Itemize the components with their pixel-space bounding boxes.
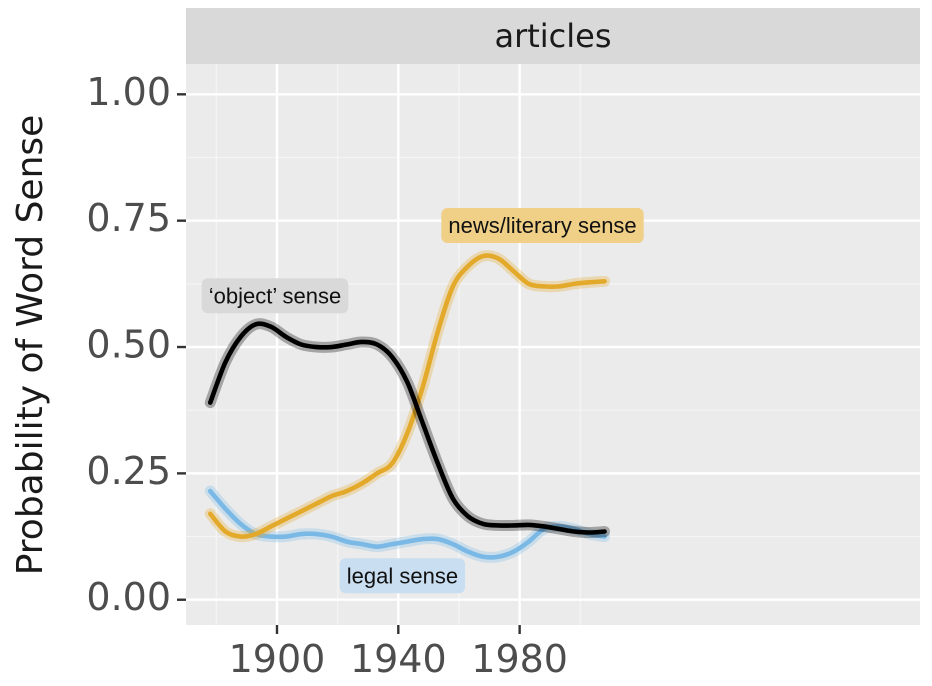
x-tick-label: 1940 (350, 637, 447, 681)
annotation-legal: legal sense (339, 558, 466, 594)
annotation-background (339, 558, 466, 594)
y-axis-title: Probability of Word Sense (10, 115, 51, 576)
x-tick-label: 1980 (471, 637, 568, 681)
y-tick-label: 0.75 (86, 196, 171, 240)
y-axis: 0.00 0.25 0.50 0.75 1.00 (86, 70, 186, 619)
series-lines (204, 250, 611, 563)
x-axis: 1900 1940 1980 (229, 625, 568, 681)
annotation-label: legal sense (347, 563, 458, 588)
annotation-news: news/literary sense (441, 208, 644, 244)
facet-strip-label: articles (494, 17, 611, 55)
gridlines (186, 64, 920, 625)
y-tick-label: 0.50 (86, 323, 171, 367)
series-line-object (207, 321, 607, 535)
y-tick-label: 0.00 (86, 575, 171, 619)
series-line-legal (207, 488, 607, 560)
y-tick-label: 0.25 (86, 449, 171, 493)
facet-strip-background (186, 8, 920, 64)
annotation-background (201, 278, 349, 314)
x-tick-label: 1900 (229, 637, 326, 681)
annotation-object: ‘object’ sense (201, 278, 349, 314)
annotation-background (441, 208, 644, 244)
annotation-label: news/literary sense (448, 213, 636, 238)
series-line-news (207, 253, 607, 539)
annotation-label: ‘object’ sense (209, 283, 341, 308)
y-tick-label: 1.00 (86, 70, 171, 114)
facet-strip: articles (186, 8, 920, 64)
annotations: ‘object’ sense news/literary sense legal s… (201, 208, 644, 594)
